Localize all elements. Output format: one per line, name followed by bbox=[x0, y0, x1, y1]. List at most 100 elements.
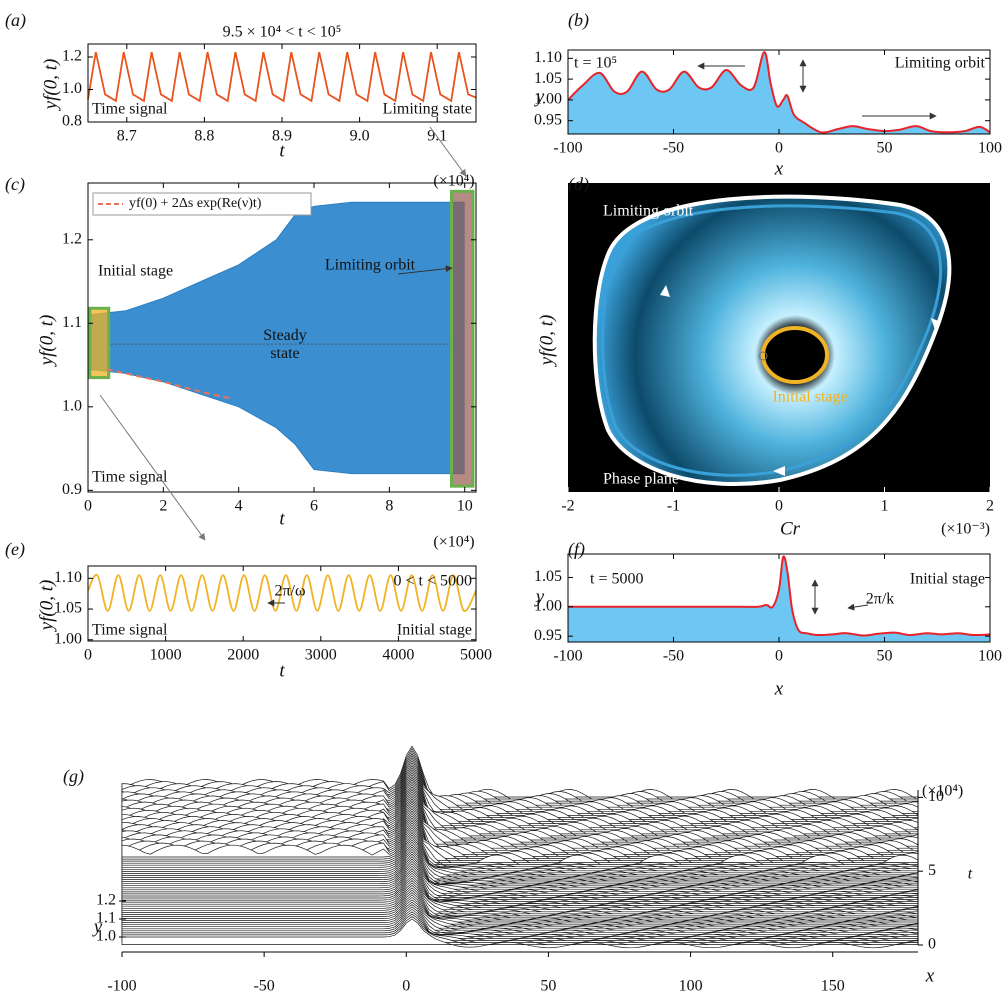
y-axis-label: yf(0, t) bbox=[536, 315, 557, 368]
y-tick-label: 0.9 bbox=[62, 481, 82, 498]
x-tick-label: -1 bbox=[667, 498, 680, 515]
x-tick-label: 10 bbox=[457, 498, 473, 515]
x-tick-label: 9.0 bbox=[350, 128, 370, 145]
x-tick-label: -50 bbox=[253, 978, 274, 995]
plot-frame bbox=[87, 565, 477, 642]
x-tick-label: 100 bbox=[978, 648, 1002, 665]
annotation: Initial stage bbox=[772, 389, 847, 406]
x-tick-label: 0 bbox=[84, 647, 92, 664]
y-tick-label: 1.05 bbox=[534, 70, 562, 87]
connector-arrow bbox=[99, 394, 206, 541]
waterfall-profile bbox=[121, 853, 919, 893]
y-tick-label: 0.8 bbox=[62, 113, 82, 130]
x-tick-label: 5000 bbox=[460, 647, 492, 664]
fit-line bbox=[106, 368, 232, 400]
x-tick-label: 3000 bbox=[305, 647, 337, 664]
connector-arrow bbox=[847, 603, 869, 611]
x-tick-label: 0 bbox=[775, 140, 783, 157]
y-axis-label: y bbox=[534, 586, 545, 607]
x-axis-label: x bbox=[774, 678, 784, 699]
x-tick-label: -2 bbox=[561, 498, 574, 515]
y-tick-label: 1.00 bbox=[534, 597, 562, 614]
x-tick-label: 0 bbox=[84, 498, 92, 515]
x-multiplier: (×10⁻³) bbox=[941, 521, 990, 538]
x-axis-label: t bbox=[279, 660, 285, 681]
limiting-orbit-box bbox=[450, 189, 475, 488]
x-tick-label: 2 bbox=[159, 498, 167, 515]
x-tick-label: 150 bbox=[821, 978, 845, 995]
initial-stage-orbit bbox=[761, 326, 829, 384]
t-tick-label: 0 bbox=[928, 936, 936, 953]
x-axis-label: x bbox=[925, 965, 935, 986]
panel-label: (g) bbox=[63, 766, 84, 787]
x-tick-label: 4 bbox=[235, 498, 243, 515]
signal-envelope bbox=[88, 202, 465, 474]
t-tick-label: 10 bbox=[928, 788, 944, 805]
legend-label: yf(0) + 2Δs exp(Re(ν)t) bbox=[129, 196, 262, 211]
y-tick-label: 0.95 bbox=[534, 111, 562, 128]
x-tick-label: 2000 bbox=[227, 647, 259, 664]
waterfall-profile bbox=[121, 832, 919, 875]
annotation: Time signal bbox=[92, 622, 168, 639]
annotation: Limiting orbit bbox=[325, 257, 416, 274]
y-axis-label: y bbox=[534, 86, 545, 107]
x-tick-label: 6 bbox=[310, 498, 318, 515]
envelope-edge bbox=[87, 201, 465, 316]
y-tick-label: 1.2 bbox=[96, 892, 116, 909]
y-axis-label: yf(0, t) bbox=[40, 59, 61, 112]
connector-arrow bbox=[397, 265, 453, 275]
panel-label: (b) bbox=[568, 10, 589, 31]
x-tick-label: 8.9 bbox=[272, 128, 292, 145]
annotation: Limiting orbit bbox=[895, 55, 986, 72]
x-tick-label: 0 bbox=[402, 978, 410, 995]
x-tick-label: 0 bbox=[775, 498, 783, 515]
phase-plane-image bbox=[568, 183, 990, 492]
x-tick-label: 1000 bbox=[150, 647, 182, 664]
panel-label: (c) bbox=[5, 174, 25, 195]
y-tick-label: 0.95 bbox=[534, 627, 562, 644]
annotation: Initial stage bbox=[910, 571, 985, 588]
annotation: 2π/ω bbox=[274, 583, 305, 600]
x-tick-label: 8.7 bbox=[117, 128, 137, 145]
x-tick-label: 50 bbox=[877, 648, 893, 665]
panel-title: 9.5 × 10⁴ < t < 10⁵ bbox=[223, 24, 342, 41]
annotation: Phase plane bbox=[603, 471, 679, 488]
y-tick-label: 1.00 bbox=[54, 630, 82, 647]
t-multiplier: (×10⁴) bbox=[922, 783, 963, 800]
panel-label: (d) bbox=[568, 174, 589, 195]
panel-label: (a) bbox=[5, 10, 26, 31]
y-tick-label: 1.2 bbox=[62, 48, 82, 65]
x-tick-label: -100 bbox=[107, 978, 136, 995]
annotation: Initial stage bbox=[98, 263, 173, 280]
annotation: Initial stage bbox=[397, 622, 472, 639]
x-tick-label: 8.8 bbox=[194, 128, 214, 145]
plot-frame bbox=[87, 182, 477, 493]
y-tick-label: 1.10 bbox=[534, 49, 562, 66]
x-tick-label: 0 bbox=[775, 648, 783, 665]
panel-title: 0 < t < 5000 bbox=[394, 573, 473, 590]
annotation: Limiting state bbox=[383, 101, 472, 118]
y-axis-label: yf(0, t) bbox=[36, 315, 57, 368]
y-tick-label: 1.1 bbox=[62, 314, 82, 331]
annotation: t = 10⁵ bbox=[574, 55, 617, 72]
orbit-inner-edge bbox=[601, 204, 942, 477]
waterfall-profile bbox=[121, 851, 919, 891]
y-axis-label: yf(0, t) bbox=[36, 580, 57, 633]
y-tick-label: 1.05 bbox=[534, 568, 562, 585]
x-tick-label: 50 bbox=[540, 978, 556, 995]
annotation: t = 5000 bbox=[590, 571, 643, 588]
data-area bbox=[568, 52, 990, 134]
x-axis-label: t bbox=[279, 140, 285, 161]
annotation: Steady state bbox=[263, 327, 307, 362]
panel-label: (e) bbox=[5, 539, 25, 560]
y-axis-label: y bbox=[92, 916, 103, 937]
t-axis-label: t bbox=[968, 866, 973, 883]
y-tick-label: 1.0 bbox=[62, 397, 82, 414]
data-line bbox=[87, 573, 477, 612]
connector-arrow bbox=[429, 126, 467, 177]
y-tick-label: 1.2 bbox=[62, 230, 82, 247]
x-multiplier: (×10⁴) bbox=[433, 173, 474, 190]
x-axis-label: Cr bbox=[780, 518, 801, 539]
